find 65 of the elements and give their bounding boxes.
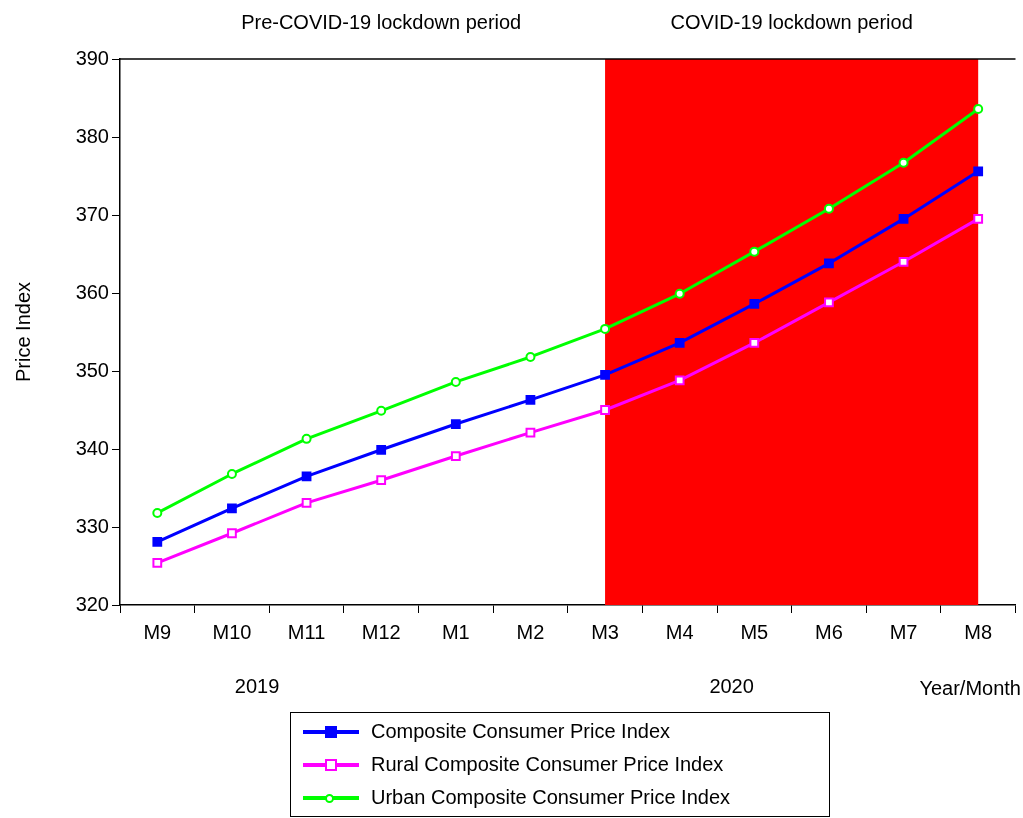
x-tick-label: M11 <box>287 620 326 643</box>
y-tick-label: 340 <box>75 436 109 459</box>
point <box>973 103 984 114</box>
text: Pre-COVID-19 lockdown period <box>241 11 522 33</box>
x-tick-label: M1 <box>441 620 470 643</box>
x-axis-title: Year/Month <box>919 677 1021 699</box>
point <box>450 419 461 429</box>
text: 2020 <box>709 675 754 697</box>
y-axis-title: Price Index <box>12 281 34 383</box>
point <box>227 528 237 539</box>
point <box>525 351 536 362</box>
y-tick-label: 360 <box>75 280 109 303</box>
band-label: COVID-19 lockdown period <box>670 11 913 33</box>
point <box>749 338 760 348</box>
x-tick-label: M9 <box>143 620 172 643</box>
x-tick-label: M7 <box>889 620 918 643</box>
point <box>301 433 312 444</box>
point <box>376 405 387 416</box>
text: 2019 <box>234 675 280 697</box>
point <box>674 288 685 299</box>
point <box>898 256 909 267</box>
x-tick-label: M6 <box>815 620 843 643</box>
point <box>973 166 984 177</box>
point <box>898 214 909 224</box>
point <box>450 451 461 461</box>
legend-label: Urban Composite Consumer Price Index <box>371 786 731 809</box>
point <box>674 338 685 348</box>
point <box>824 297 834 308</box>
y-tick-label: 370 <box>75 202 109 225</box>
point <box>674 375 685 386</box>
point <box>823 203 834 214</box>
point <box>227 503 237 514</box>
point <box>301 471 312 482</box>
point <box>301 497 312 508</box>
y-tick-label: 390 <box>75 46 109 69</box>
point <box>376 444 387 455</box>
y-tick-label: 330 <box>75 514 109 537</box>
legend-label: Composite Consumer Price Index <box>371 720 671 743</box>
point <box>824 258 834 269</box>
point <box>525 394 536 405</box>
point <box>525 427 536 438</box>
y-tick-label: 380 <box>75 124 109 147</box>
legend-label: Rural Composite Consumer Price Index <box>371 753 724 776</box>
point <box>898 157 909 168</box>
point <box>152 536 163 547</box>
point <box>600 370 610 380</box>
point <box>973 214 984 224</box>
point <box>600 323 611 334</box>
y-tick-label: 320 <box>75 592 109 615</box>
x-tick-label: M10 <box>212 620 252 643</box>
point <box>376 475 387 486</box>
point <box>152 507 163 518</box>
x-tick-label: M2 <box>516 620 545 643</box>
point <box>600 405 610 415</box>
x-tick-label: M5 <box>740 620 769 643</box>
x-tick-label: M3 <box>591 620 619 643</box>
x-tick-label: M4 <box>665 620 694 643</box>
point <box>450 376 461 387</box>
y-tick-label: 350 <box>75 358 109 381</box>
point <box>749 246 760 257</box>
point <box>749 299 760 309</box>
x-tick-label: M8 <box>964 620 993 643</box>
x-tick-label: M12 <box>361 620 401 643</box>
point <box>226 468 237 479</box>
point <box>152 557 163 568</box>
